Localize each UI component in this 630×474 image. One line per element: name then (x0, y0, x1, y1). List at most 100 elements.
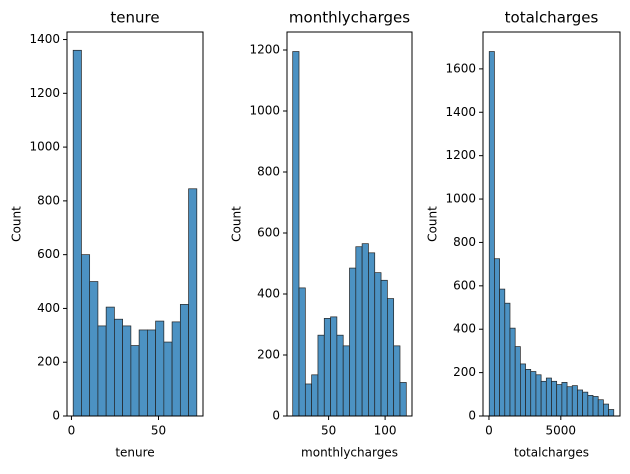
y-tick-label: 1200 (29, 86, 60, 100)
histogram-bar (592, 396, 599, 417)
histogram-bar (105, 306, 115, 417)
y-axis-label: Count (230, 206, 244, 242)
y-tick-label: 1000 (249, 103, 280, 117)
chart-title: monthlycharges (289, 9, 410, 27)
histogram-bar (147, 329, 156, 417)
histogram-bar (603, 403, 609, 417)
histogram-bar (525, 369, 532, 417)
histogram-bar (374, 272, 382, 417)
y-tick-label: 600 (453, 278, 476, 292)
y-tick-label: 1400 (445, 105, 476, 119)
histogram-bar (179, 304, 189, 417)
y-tick-label: 600 (257, 225, 280, 239)
histogram-bar (597, 399, 604, 417)
histogram-bar (540, 380, 547, 417)
histogram-bar (561, 382, 568, 417)
histogram-bar (488, 51, 495, 417)
histogram-bar (298, 287, 306, 417)
y-tick-label: 200 (37, 355, 60, 369)
y-tick-label: 800 (453, 235, 476, 249)
histogram-bar (520, 363, 526, 417)
histogram-bar (171, 321, 181, 417)
histogram-bar (494, 258, 500, 417)
y-tick-label: 800 (37, 193, 60, 207)
axes-frame (66, 31, 204, 417)
histogram-bar (97, 325, 107, 417)
histogram-bar (342, 345, 350, 417)
histogram-bar (355, 246, 363, 417)
x-tick-label: 50 (151, 424, 166, 438)
histogram-bar (608, 409, 615, 417)
histogram-bar (81, 254, 91, 417)
histogram-bar (311, 374, 319, 417)
histogram-bar (72, 49, 82, 417)
histogram-bar (556, 384, 563, 417)
y-tick-label: 400 (257, 286, 280, 300)
y-axis-label: Count (10, 206, 24, 242)
histogram-bar (138, 329, 148, 417)
x-axis-label: tenure (115, 446, 154, 460)
histogram-bar (317, 334, 325, 417)
histogram-bar (361, 243, 369, 417)
x-tick-label: 50 (321, 424, 336, 438)
chart-title: totalcharges (505, 9, 599, 27)
histogram-bar (577, 389, 583, 417)
x-tick-label: 0 (485, 424, 493, 438)
histogram-bar (336, 334, 344, 417)
x-axis-label: totalcharges (514, 446, 589, 460)
x-tick-label: 0 (68, 424, 76, 438)
histogram-bar (514, 346, 521, 417)
histogram-bar (551, 380, 558, 417)
histogram-bar (188, 188, 198, 417)
histogram-bar (380, 279, 388, 417)
y-tick-label: 1400 (29, 32, 60, 46)
histogram-bar (509, 327, 516, 417)
y-tick-label: 600 (37, 247, 60, 261)
y-tick-label: 0 (468, 409, 476, 423)
histogram-bar (566, 386, 573, 417)
y-tick-label: 0 (52, 409, 60, 423)
histogram-bar (323, 318, 331, 417)
histogram-bar (163, 341, 173, 417)
histogram-bar (155, 320, 165, 417)
histogram-bar (387, 298, 395, 417)
chart-title: tenure (110, 9, 159, 27)
histogram-bar (571, 385, 578, 417)
y-tick-label: 1600 (445, 61, 476, 75)
y-tick-label: 400 (37, 301, 60, 315)
histogram-bar (582, 391, 589, 417)
y-tick-label: 1200 (249, 42, 280, 56)
histogram-bar (89, 281, 99, 417)
y-tick-label: 200 (257, 347, 280, 361)
histogram-bar (349, 267, 357, 417)
histogram-bar (530, 371, 537, 417)
histogram-bar (304, 383, 312, 417)
x-axis-label: monthlycharges (301, 446, 398, 460)
y-tick-label: 0 (272, 409, 280, 423)
axes-frame (482, 31, 621, 417)
histogram-bar (393, 345, 401, 417)
x-tick-label: 100 (374, 424, 397, 438)
histogram-bar (499, 288, 506, 417)
y-tick-label: 1200 (445, 148, 476, 162)
histogram-bar (292, 51, 300, 417)
histogram-bar (130, 345, 140, 417)
histogram-bar (122, 325, 132, 417)
histogram-bar (535, 374, 542, 417)
histogram-bar (368, 252, 376, 417)
y-tick-label: 400 (453, 322, 476, 336)
histogram-bar (330, 316, 338, 417)
y-tick-label: 1000 (29, 140, 60, 154)
y-axis-label: Count (426, 206, 440, 242)
histogram-bar (114, 318, 123, 417)
histogram-bar (399, 382, 407, 417)
y-tick-label: 200 (453, 365, 476, 379)
axes-frame (286, 31, 413, 417)
y-tick-label: 800 (257, 164, 280, 178)
x-tick-label: 5000 (546, 424, 577, 438)
histogram-bar (545, 377, 552, 417)
histogram-bar (504, 302, 511, 417)
y-tick-label: 1000 (445, 192, 476, 206)
histogram-bar (587, 395, 594, 417)
